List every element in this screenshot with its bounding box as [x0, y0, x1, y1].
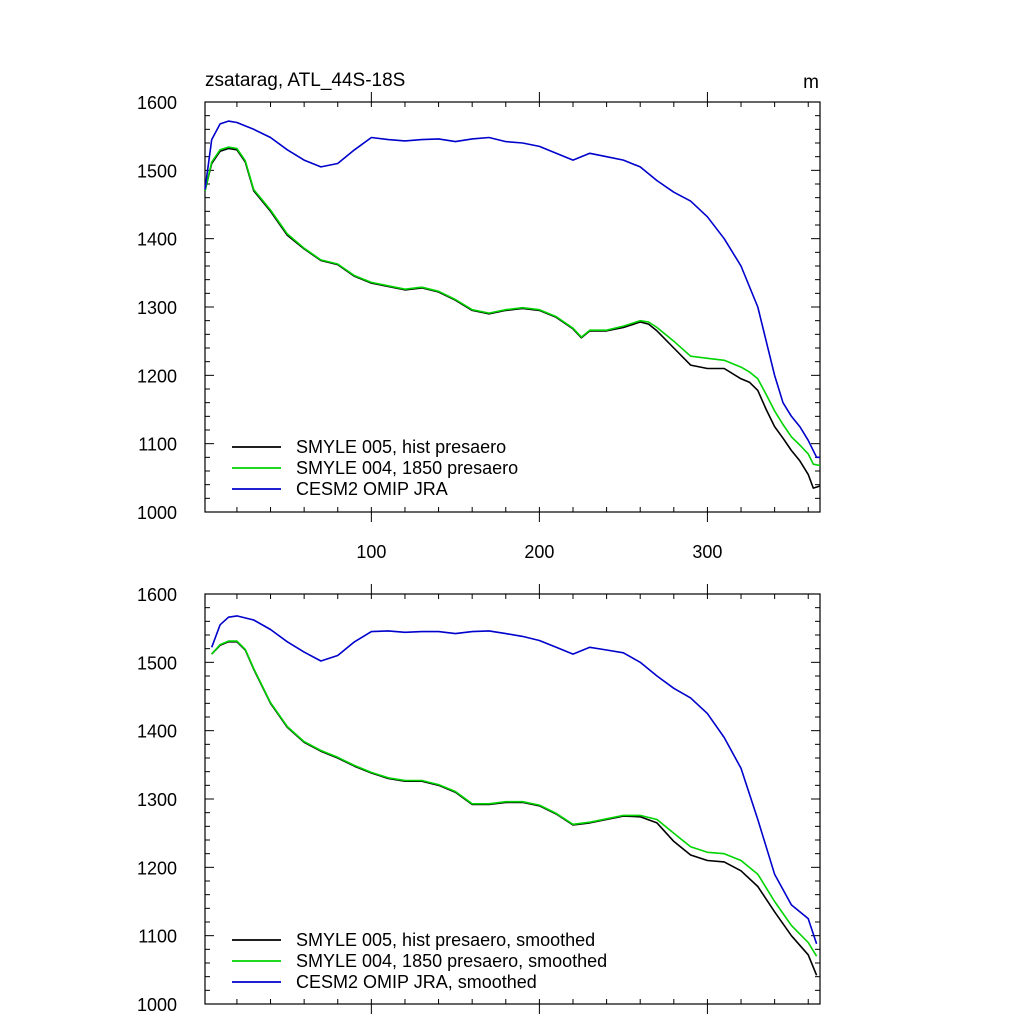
legend-label: SMYLE 005, hist presaero, smoothed: [296, 930, 595, 950]
y-tick-label: 1600: [137, 93, 177, 113]
y-tick-label: 1300: [137, 790, 177, 810]
x-tick-label: 100: [356, 542, 386, 562]
y-tick-label: 1000: [137, 995, 177, 1015]
series-line: [204, 120, 820, 459]
top-panel: 1000 1100 1200 1300 1400 1500 1600 100 200 300 SMY…: [137, 92, 821, 562]
legend-label: SMYLE 004, 1850 presaero, smoothed: [296, 951, 607, 971]
y-tick-label: 1200: [137, 366, 177, 386]
chart-title: zsatarag, ATL_44S-18S: [205, 70, 405, 91]
bottom-panel: 1000 1100 1200 1300 1400 1500 1600 SMYLE 005, h…: [137, 584, 821, 1015]
legend-label: CESM2 OMIP JRA: [296, 479, 448, 499]
x-tick-label: 200: [524, 542, 554, 562]
y-tick-label: 1000: [137, 503, 177, 523]
units-label: m: [803, 72, 819, 93]
y-tick-label: 1400: [137, 230, 177, 250]
y-tick-label: 1100: [138, 435, 177, 455]
legend-label: CESM2 OMIP JRA, smoothed: [296, 972, 537, 992]
series-line: [211, 640, 818, 976]
series-line: [210, 615, 818, 945]
y-tick-label: 1500: [137, 161, 177, 181]
y-tick-label: 1300: [137, 298, 177, 318]
series-line: [204, 146, 821, 467]
legend-label: SMYLE 005, hist presaero: [296, 437, 506, 457]
x-tick-label: 300: [692, 542, 722, 562]
legend-label: SMYLE 004, 1850 presaero: [296, 458, 518, 478]
y-tick-label: 1100: [138, 927, 177, 947]
y-tick-label: 1400: [137, 722, 177, 742]
y-tick-label: 1500: [137, 653, 177, 673]
y-tick-label: 1200: [137, 858, 177, 878]
series-line: [211, 640, 818, 957]
y-tick-label: 1600: [137, 585, 177, 605]
